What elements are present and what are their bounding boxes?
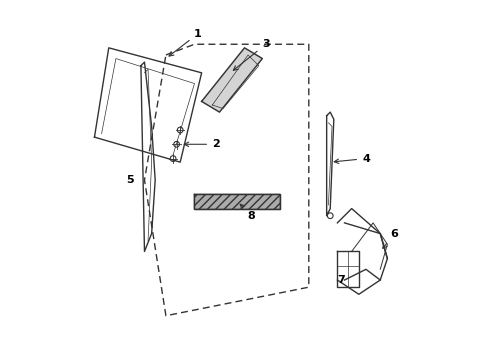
Text: 5: 5 [126,175,134,185]
Polygon shape [201,48,262,112]
Text: 3: 3 [233,39,269,70]
Text: 1: 1 [169,28,202,56]
Text: 6: 6 [382,229,398,248]
Text: 4: 4 [334,154,369,163]
Text: 7: 7 [336,275,344,285]
Text: 8: 8 [240,204,255,221]
Polygon shape [194,194,280,208]
Text: 2: 2 [184,139,219,149]
